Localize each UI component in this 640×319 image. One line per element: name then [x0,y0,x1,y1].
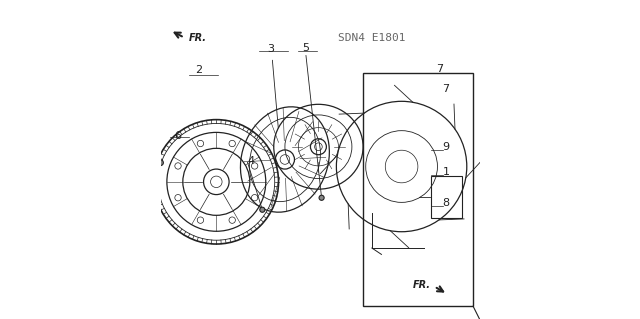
Text: 9: 9 [442,142,449,152]
Circle shape [260,207,265,212]
Text: 2: 2 [195,65,202,75]
Text: 7: 7 [442,84,449,94]
Text: 3: 3 [267,44,274,55]
Text: 4: 4 [248,156,255,166]
Text: FR.: FR. [189,33,207,43]
Bar [363,73,473,306]
Text: 8: 8 [442,197,449,208]
Text: FR.: FR. [413,279,431,290]
Text: 6: 6 [175,130,182,141]
Text: 1: 1 [442,167,449,177]
Bar [431,176,462,218]
Circle shape [157,160,163,166]
Text: SDN4 E1801: SDN4 E1801 [337,33,405,43]
Text: 7: 7 [436,63,443,74]
Circle shape [319,195,324,200]
Text: 5: 5 [302,43,309,53]
